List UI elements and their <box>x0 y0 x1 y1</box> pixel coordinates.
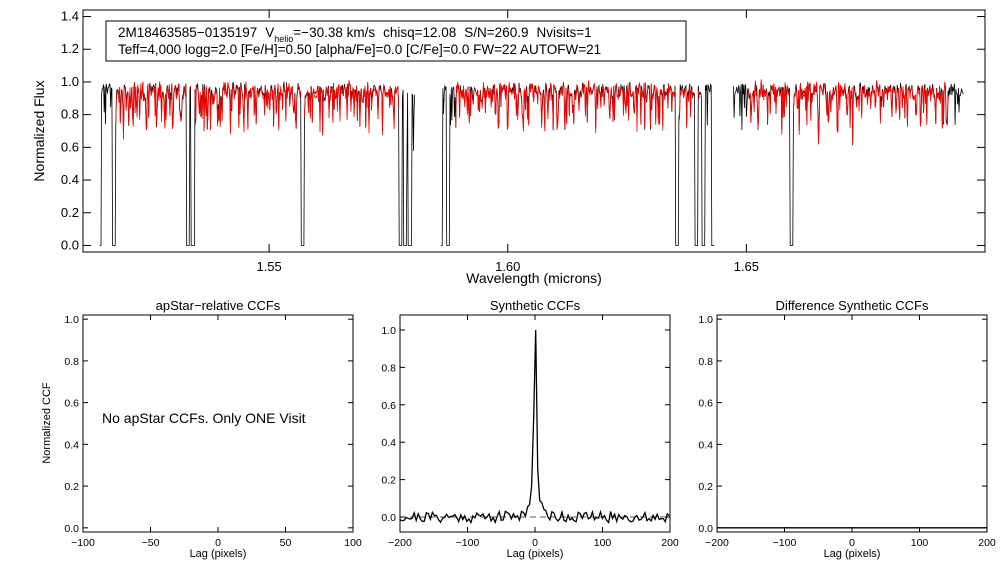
apstar-ccf-xtick-label: −50 <box>142 537 160 549</box>
apstar-ccf-xtick-label: −100 <box>71 537 95 549</box>
info-line-2: Teff=4,000 logg=2.0 [Fe/H]=0.50 [alpha/F… <box>118 42 601 57</box>
synthetic-ccf-xtick-label: −100 <box>456 537 480 549</box>
difference-ccf-xtick-label: 200 <box>978 537 996 549</box>
difference-ccf-ytick-label: 0.0 <box>698 523 713 535</box>
spectrum-ytick-label: 0.2 <box>61 205 79 220</box>
observed-spectrum-line <box>99 81 964 246</box>
spectrum-ticks: 1.55 1.60 1.65 0.0 0.2 0.4 0.6 0.8 1.0 1.2 1.4 <box>61 9 985 274</box>
synthetic-spectrum-line <box>115 79 950 145</box>
synthetic-ccf-line <box>399 329 670 525</box>
synthetic-ccf-ticks: −200 −100 0 100 200 0.0 0.2 0.4 0.6 0.8 1.0 <box>381 315 679 549</box>
difference-ccf-frame <box>716 314 988 533</box>
spectrum-ytick-label: 1.4 <box>61 9 79 24</box>
spectrum-xtick-label: 1.55 <box>256 259 281 274</box>
difference-ccf-title: Difference Synthetic CCFs <box>776 298 929 313</box>
synthetic-ccf-title: Synthetic CCFs <box>490 298 581 313</box>
spectrum-xlabel: Wavelength (microns) <box>466 270 602 286</box>
info-line-1: 2M18463585−0135197 Vhelio=−30.38 km/s chis… <box>118 25 592 44</box>
synthetic-ccf-ytick-label: 1.0 <box>381 325 396 337</box>
synthetic-ccf-ytick-label: 0.6 <box>381 400 396 412</box>
apstar-ccf-ytick-label: 0.4 <box>64 439 79 451</box>
vhelio-subscript: helio <box>274 34 293 44</box>
spectrum-ytick-label: 1.2 <box>61 41 79 56</box>
difference-ccf-xtick-label: −100 <box>773 537 797 549</box>
apstar-ccf-ytick-label: 0.6 <box>64 398 79 410</box>
synthetic-ccf-xtick-label: 200 <box>661 537 679 549</box>
snr-value: S/N=260.9 <box>464 25 528 40</box>
apstar-ccf-ytick-label: 0.2 <box>64 481 79 493</box>
difference-ccf-ytick-label: 0.8 <box>698 356 713 368</box>
synthetic-ccf-panel: −200 −100 0 100 200 0.0 0.2 0.4 0.6 0.8 1.0 Synthe… <box>381 298 679 560</box>
difference-ccf-ytick-label: 1.0 <box>698 314 713 326</box>
apstar-ccf-ytick-label: 0.0 <box>64 523 79 535</box>
apstar-ccf-ticks: −100 −50 0 50 100 0.0 0.2 0.4 0.6 0.8 1.0 <box>64 314 362 549</box>
difference-ccf-ticks: −200 −100 0 100 200 0.0 0.2 0.4 0.6 0.8 1.0 <box>698 314 996 549</box>
difference-ccf-xtick-label: −200 <box>705 537 729 549</box>
vhelio-label: V <box>265 25 274 40</box>
apstar-ccf-xtick-label: 0 <box>215 537 221 549</box>
difference-ccf-xtick-label: 100 <box>911 537 929 549</box>
synthetic-ccf-ytick-label: 0.2 <box>381 475 396 487</box>
synthetic-ccf-ytick-label: 0.0 <box>381 512 396 524</box>
spectrum-ytick-label: 0.6 <box>61 139 79 154</box>
spectrum-ytick-label: 0.4 <box>61 172 79 187</box>
synthetic-ccf-xtick-label: 0 <box>532 537 538 549</box>
nvisits-value: Nvisits=1 <box>536 25 591 40</box>
apstar-ccf-title: apStar−relative CCFs <box>156 298 281 313</box>
spectrum-xtick-label: 1.65 <box>734 259 759 274</box>
apstar-ccf-ytick-label: 0.8 <box>64 356 79 368</box>
synthetic-ccf-xtick-label: −200 <box>388 537 412 549</box>
spectrum-panel: 1.55 1.60 1.65 0.0 0.2 0.4 0.6 0.8 1.0 1.2 1.4 Wav… <box>31 9 986 286</box>
apstar-ccf-message: No apStar CCFs. Only ONE Visit <box>102 410 306 426</box>
difference-ccf-ytick-label: 0.2 <box>698 481 713 493</box>
apstar-ccf-panel: −100 −50 0 50 100 0.0 0.2 0.4 0.6 0.8 1.0 apStar−r… <box>41 298 362 560</box>
apstar-ccf-ylabel: Normalized CCF <box>41 382 53 464</box>
spectrum-xtick-label: 1.60 <box>495 259 520 274</box>
chisq-value: chisq=12.08 <box>383 25 456 40</box>
difference-ccf-ytick-label: 0.6 <box>698 398 713 410</box>
spectrum-ytick-label: 1.0 <box>61 74 79 89</box>
synthetic-ccf-xlabel: Lag (pixels) <box>507 548 564 560</box>
apstar-ccf-ytick-label: 1.0 <box>64 314 79 326</box>
difference-ccf-panel: −200 −100 0 100 200 0.0 0.2 0.4 0.6 0.8 1.0 Differ… <box>698 298 996 560</box>
star-id: 2M18463585−0135197 <box>118 25 257 40</box>
spectrum-ytick-label: 0.0 <box>61 237 79 252</box>
spectrum-ytick-label: 0.8 <box>61 107 79 122</box>
apstar-ccf-xlabel: Lag (pixels) <box>190 548 247 560</box>
difference-ccf-xtick-label: 0 <box>849 537 855 549</box>
vhelio-value: =−30.38 km/s <box>293 25 375 40</box>
synthetic-ccf-ytick-label: 0.4 <box>381 437 396 449</box>
spectrum-lines <box>99 79 964 246</box>
spectrum-frame <box>82 9 986 253</box>
synthetic-ccf-lines <box>399 329 670 525</box>
spectrum-ylabel: Normalized Flux <box>31 80 47 181</box>
apstar-ccf-xtick-label: 50 <box>280 537 292 549</box>
info-box <box>105 20 687 62</box>
difference-ccf-xlabel: Lag (pixels) <box>824 548 881 560</box>
synthetic-ccf-ytick-label: 0.8 <box>381 362 396 374</box>
difference-ccf-ytick-label: 0.4 <box>698 439 713 451</box>
synthetic-ccf-xtick-label: 100 <box>594 537 612 549</box>
apstar-ccf-xtick-label: 100 <box>344 537 362 549</box>
